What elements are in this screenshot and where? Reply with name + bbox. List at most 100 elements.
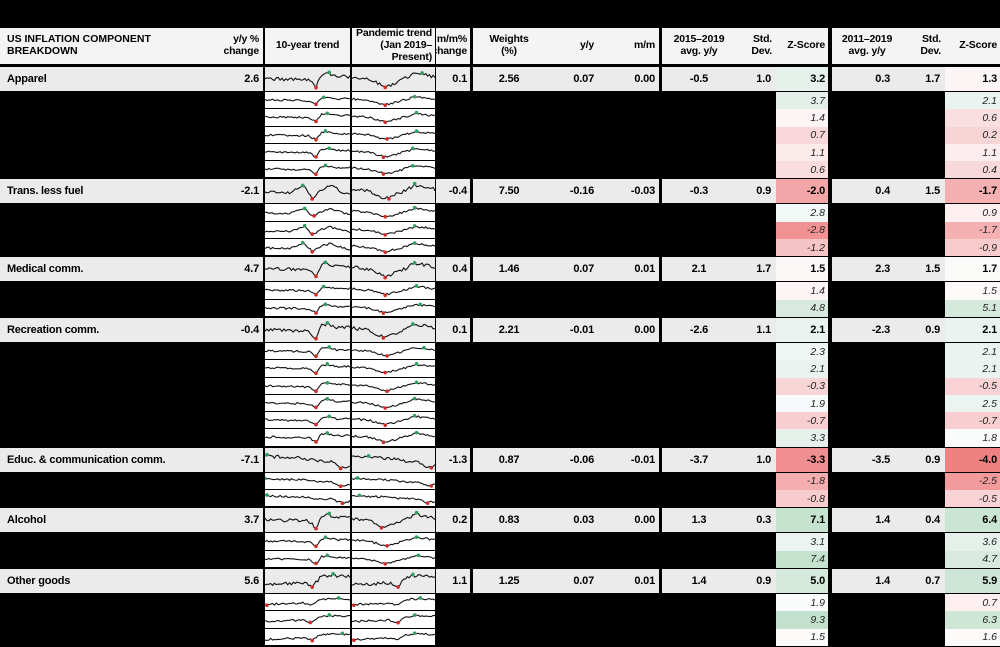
sparkline-pandemic-cell — [352, 508, 435, 533]
column-divider-thick — [659, 447, 662, 472]
cell-yy: 0.07 — [545, 67, 600, 91]
cell-mm — [600, 490, 659, 508]
component-row: Recreation comm. -0.4 0.1 2.21 -0.01 0.00 -2.6… — [0, 316, 1000, 343]
z-score-cell-1: -3.3 — [776, 447, 828, 472]
z-score-cell-1: 1.5 — [776, 257, 828, 282]
cell-yy — [545, 282, 600, 300]
sparkline-10yr-cell — [265, 126, 350, 144]
cell-yy — [545, 161, 600, 179]
z-score-cell-2: 1.8 — [945, 429, 1000, 447]
column-divider-thick — [470, 611, 473, 629]
column-divider-thick — [828, 204, 832, 222]
column-divider — [435, 447, 436, 472]
sparkline-10yr — [265, 260, 350, 279]
header-title-cell: US INFLATION COMPONENT BREAKDOWN y/y % c… — [0, 28, 263, 64]
sparkline-pandemic-cell — [352, 412, 435, 430]
column-divider-thick — [828, 593, 832, 612]
column-divider — [350, 508, 352, 533]
cell-yy: -0.16 — [545, 179, 600, 204]
subcomponent-row: -0.3 -0.5 — [0, 377, 1000, 395]
cell-mm-change: 0.4 — [436, 257, 470, 282]
cell-weights — [473, 377, 545, 395]
column-divider — [350, 239, 352, 257]
column-divider-thick — [828, 628, 832, 646]
cell-mm — [600, 611, 659, 629]
sparkline-10yr — [265, 320, 350, 341]
column-divider — [350, 342, 352, 361]
z-score-cell-2: -1.7 — [945, 221, 1000, 240]
sparkline-10yr-cell — [265, 568, 350, 593]
column-divider — [435, 257, 436, 282]
column-divider-thick — [659, 628, 662, 646]
cell-yy — [545, 92, 600, 110]
column-divider — [263, 67, 265, 91]
column-divider-thick — [659, 299, 662, 317]
sparkline-10yr — [265, 302, 350, 315]
sparkline-10yr — [265, 95, 350, 107]
header-yy-change: y/y % change — [223, 33, 259, 57]
sparkline-pandemic-cell — [352, 447, 435, 472]
sparkline-pandemic-cell — [352, 179, 435, 204]
cell-avg-2015-2019: 2.1 — [662, 257, 736, 282]
sparkline-pandemic-cell — [352, 394, 435, 413]
sparkline-10yr — [265, 431, 350, 445]
z-score-cell-2: 2.1 — [945, 360, 1000, 378]
column-divider — [350, 28, 352, 64]
cell-weights: 2.56 — [473, 67, 545, 91]
column-divider — [263, 126, 265, 144]
cell-mm: 0.00 — [600, 317, 659, 342]
cell-mm-change — [436, 394, 470, 413]
column-divider — [435, 109, 436, 127]
subrow-label-cell — [0, 221, 263, 240]
cell-mm: 0.00 — [600, 508, 659, 533]
column-divider — [435, 490, 436, 508]
subcomponent-row: 2.1 2.1 — [0, 360, 1000, 378]
sparkline-pandemic-cell — [352, 92, 435, 110]
sparkline-10yr-cell — [265, 533, 350, 551]
sparkline-pandemic — [352, 111, 435, 125]
cell-avg-2015-2019 — [662, 92, 736, 110]
sparkline-pandemic-cell — [352, 611, 435, 629]
cell-avg-2015-2019: 1.4 — [662, 568, 736, 593]
cell-mm — [600, 221, 659, 240]
column-divider — [263, 490, 265, 508]
cell-mm-change — [436, 143, 470, 162]
column-divider-thick — [828, 299, 832, 317]
cell-avg-2015-2019 — [662, 377, 736, 395]
yy-change-value: 5.6 — [244, 574, 259, 587]
column-divider-thick — [470, 472, 473, 491]
sparkline-pandemic-cell — [352, 299, 435, 317]
component-label-cell: Educ. & communication comm. -7.1 — [0, 447, 263, 472]
column-divider-thick — [470, 342, 473, 361]
cell-yy — [545, 611, 600, 629]
column-divider-thick — [828, 472, 832, 491]
column-divider-thick — [470, 317, 473, 342]
z-score-cell-2: -4.0 — [945, 447, 1000, 472]
cell-mm-change: 0.1 — [436, 317, 470, 342]
sparkline-10yr-cell — [265, 179, 350, 204]
column-divider-thick — [470, 508, 473, 533]
subrow-label-cell — [0, 472, 263, 491]
sparkline-10yr-cell — [265, 429, 350, 447]
sparkline-10yr — [265, 493, 350, 506]
z-score-cell-2: 4.7 — [945, 550, 1000, 568]
column-divider — [263, 360, 265, 378]
sparkline-10yr-cell — [265, 282, 350, 300]
cell-mm — [600, 412, 659, 430]
cell-std-dev-1 — [736, 204, 776, 222]
subrow-label-cell — [0, 143, 263, 162]
z-score-cell-1: -1.8 — [776, 472, 828, 491]
z-score-cell-2: 2.5 — [945, 394, 1000, 413]
cell-avg-2015-2019 — [662, 490, 736, 508]
column-divider-thick — [828, 92, 832, 110]
z-score-cell-1: -0.7 — [776, 412, 828, 430]
cell-avg-2015-2019 — [662, 161, 736, 179]
cell-weights — [473, 550, 545, 568]
sparkline-10yr — [265, 128, 350, 142]
cell-avg-2011-2019 — [832, 377, 902, 395]
cell-mm-change — [436, 221, 470, 240]
z-score-cell-1: 2.8 — [776, 204, 828, 222]
cell-weights: 2.21 — [473, 317, 545, 342]
sparkline-10yr-cell — [265, 221, 350, 240]
column-divider-thick — [470, 394, 473, 413]
